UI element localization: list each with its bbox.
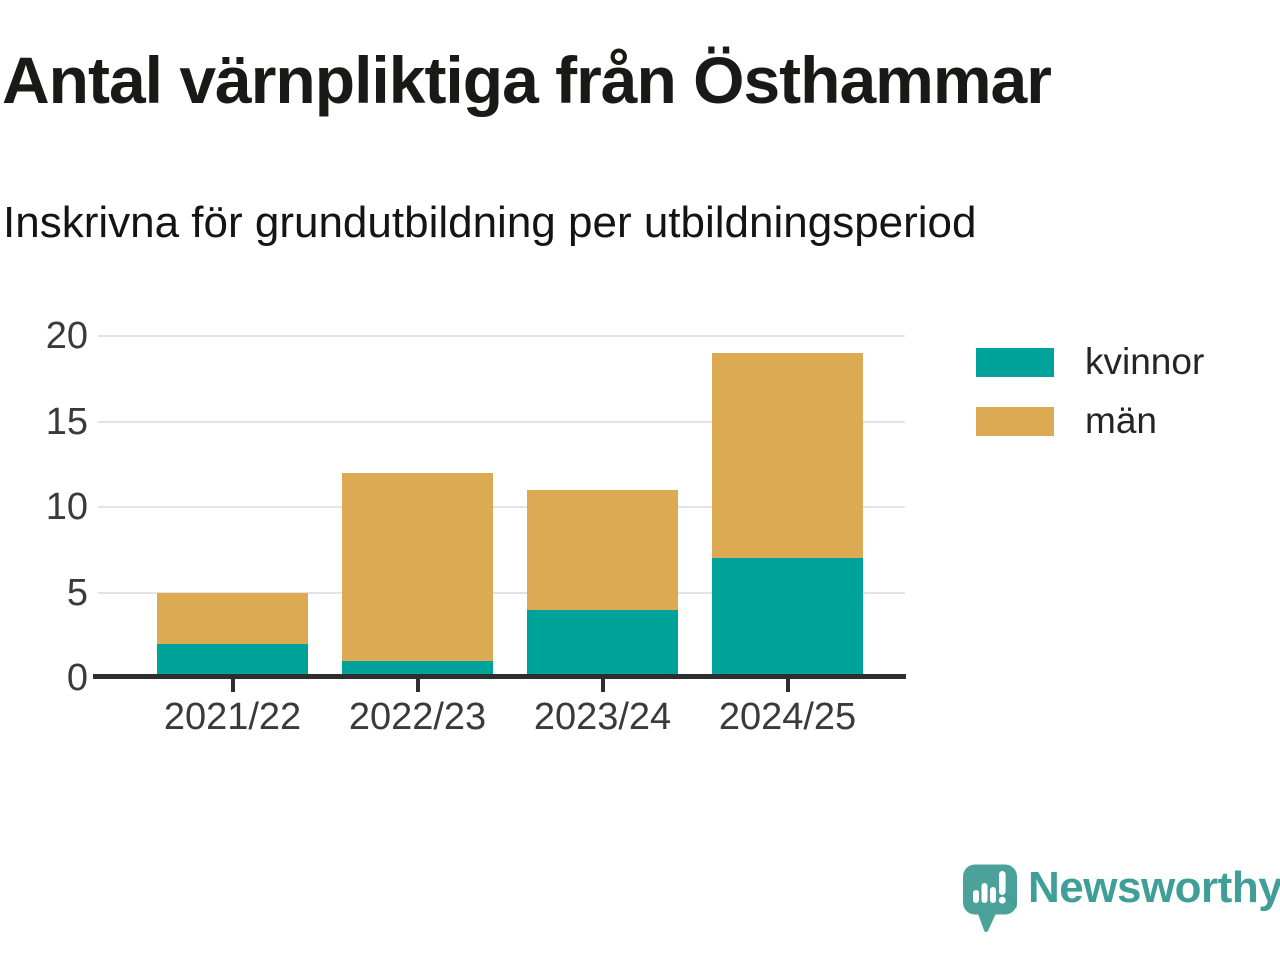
y-label-5: 5 xyxy=(66,571,88,614)
x-tick-2024/25 xyxy=(785,679,790,692)
legend: kvinnor män xyxy=(976,341,1204,465)
x-label-2023/24: 2023/24 xyxy=(533,696,672,738)
x-tick-2021/22 xyxy=(230,679,235,692)
legend-swatch-kvinnor xyxy=(976,347,1054,377)
y-label-20: 20 xyxy=(45,315,88,357)
gridline-10 xyxy=(98,506,905,508)
bar-segment-kvinnor-2022/23 xyxy=(342,660,493,678)
y-label-0: 0 xyxy=(66,657,88,699)
chart-title: Antal värnpliktiga från Östhammar xyxy=(2,43,1052,117)
chart-subtitle: Inskrivna för grundutbildning per utbild… xyxy=(3,198,977,247)
x-label-2021/22: 2021/22 xyxy=(163,696,302,738)
bar-segment-män-2023/24 xyxy=(527,489,678,610)
legend-item-kvinnor: kvinnor xyxy=(976,341,1204,382)
y-label-15: 15 xyxy=(45,400,88,443)
bar-segment-män-2021/22 xyxy=(157,592,308,644)
x-axis-line xyxy=(93,674,906,679)
y-label-10: 10 xyxy=(45,486,88,528)
x-label-2022/23: 2022/23 xyxy=(348,696,487,738)
legend-label-kvinnor: kvinnor xyxy=(1085,341,1205,382)
plot-area xyxy=(98,335,905,678)
gridline-15 xyxy=(98,420,905,423)
legend-item-man: män xyxy=(976,400,1204,441)
newsworthy-logo-text: Newsworthy xyxy=(1028,863,1280,912)
legend-label-man: män xyxy=(1085,400,1157,441)
x-tick-2023/24 xyxy=(600,679,605,692)
bar-segment-män-2022/23 xyxy=(342,472,493,661)
x-label-2024/25: 2024/25 xyxy=(718,696,857,738)
x-tick-2022/23 xyxy=(415,679,420,692)
gridline-5 xyxy=(98,591,905,594)
bar-segment-män-2024/25 xyxy=(712,353,863,559)
legend-swatch-man xyxy=(976,406,1054,436)
newsworthy-logo: Newsworthy xyxy=(962,862,1280,934)
bar-segment-kvinnor-2023/24 xyxy=(527,609,678,678)
gridline-20 xyxy=(98,335,905,337)
newsworthy-speech-bubble-bar-chart-icon xyxy=(963,864,1017,933)
bar-segment-kvinnor-2024/25 xyxy=(712,558,863,678)
bar-segment-kvinnor-2021/22 xyxy=(157,643,308,678)
